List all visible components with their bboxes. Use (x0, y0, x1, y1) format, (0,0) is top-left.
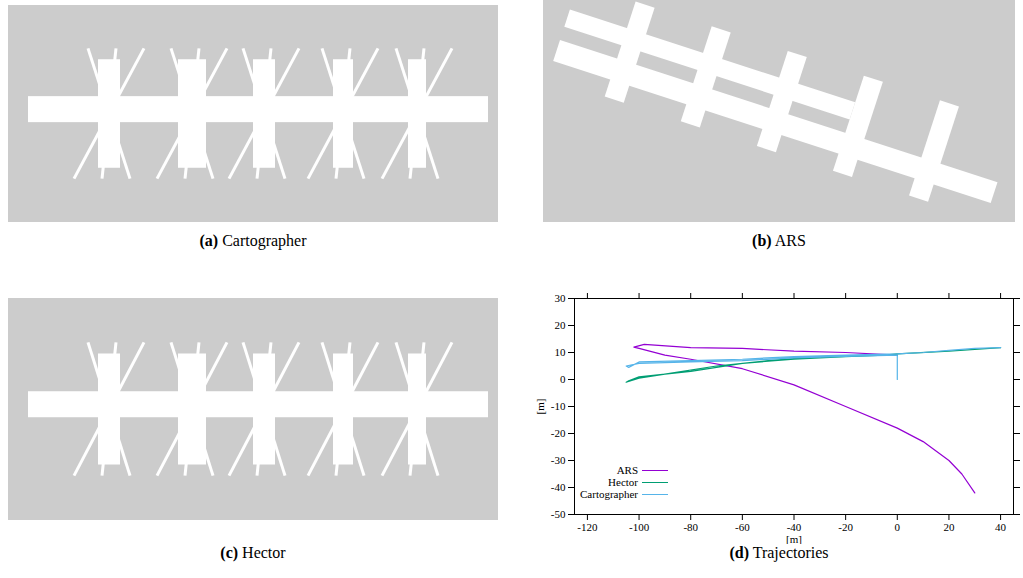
svg-text:[m]: [m] (534, 399, 546, 415)
svg-text:-50: -50 (551, 508, 566, 520)
svg-text:10: 10 (555, 346, 567, 358)
svg-text:[m]: [m] (786, 533, 802, 545)
svg-text:-80: -80 (683, 521, 698, 533)
svg-text:-40: -40 (551, 481, 566, 493)
svg-text:-60: -60 (735, 521, 750, 533)
svg-text:-120: -120 (577, 521, 598, 533)
svg-text:40: 40 (995, 521, 1007, 533)
html-text:Hector: Hector (608, 476, 638, 489)
html-text:ARS: ARS (616, 464, 638, 477)
html-text:(d) Trajectories: (d) Trajectories (729, 544, 829, 561)
svg-text:0: 0 (895, 521, 901, 533)
html-text:Cartographer: Cartographer (580, 488, 638, 501)
html-text:(b) ARS: (b) ARS (752, 232, 806, 249)
svg-text:-20: -20 (838, 521, 853, 533)
svg-text:-20: -20 (551, 427, 566, 439)
svg-text:-10: -10 (551, 400, 566, 412)
svg-text:-40: -40 (787, 521, 802, 533)
svg-text:20: 20 (555, 319, 567, 331)
html-text:(c) Hector: (c) Hector (220, 544, 286, 561)
html-text:(a) Cartographer: (a) Cartographer (199, 232, 307, 249)
svg-text:30: 30 (555, 292, 567, 304)
svg-text:-100: -100 (629, 521, 650, 533)
svg-text:-30: -30 (551, 454, 566, 466)
svg-text:0: 0 (560, 373, 566, 385)
svg-text:20: 20 (943, 521, 955, 533)
